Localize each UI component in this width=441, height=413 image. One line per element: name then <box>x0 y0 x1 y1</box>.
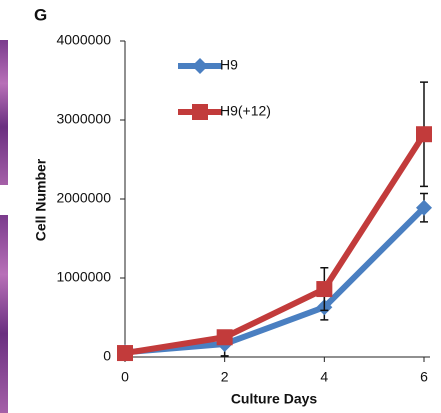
x-tick-label: 2 <box>221 369 229 385</box>
series-line <box>125 134 424 353</box>
x-axis-label: Culture Days <box>231 391 318 407</box>
y-tick-label: 1000000 <box>56 269 111 285</box>
y-axis-label: Cell Number <box>33 158 49 241</box>
y-tick-label: 4000000 <box>56 32 111 48</box>
y-tick-label: 3000000 <box>56 111 111 127</box>
marker <box>416 126 432 142</box>
image-strip <box>0 40 8 185</box>
marker <box>117 345 133 361</box>
marker <box>316 281 332 297</box>
chart: G Cell Number Culture Days 0 1000000 20000… <box>0 0 441 413</box>
marker <box>192 104 208 120</box>
y-tick-label: 0 <box>103 348 111 364</box>
y-tick-label: 2000000 <box>56 190 111 206</box>
series-line <box>125 208 424 353</box>
x-tick-label: 0 <box>121 369 129 385</box>
marker <box>192 58 208 74</box>
image-strip <box>0 215 8 413</box>
x-tick-label: 6 <box>420 369 428 385</box>
panel-label: G <box>34 5 47 24</box>
legend-label: H9(+12) <box>220 103 271 119</box>
legend-label: H9 <box>220 57 238 73</box>
x-tick-label: 4 <box>320 369 328 385</box>
marker <box>217 329 233 345</box>
